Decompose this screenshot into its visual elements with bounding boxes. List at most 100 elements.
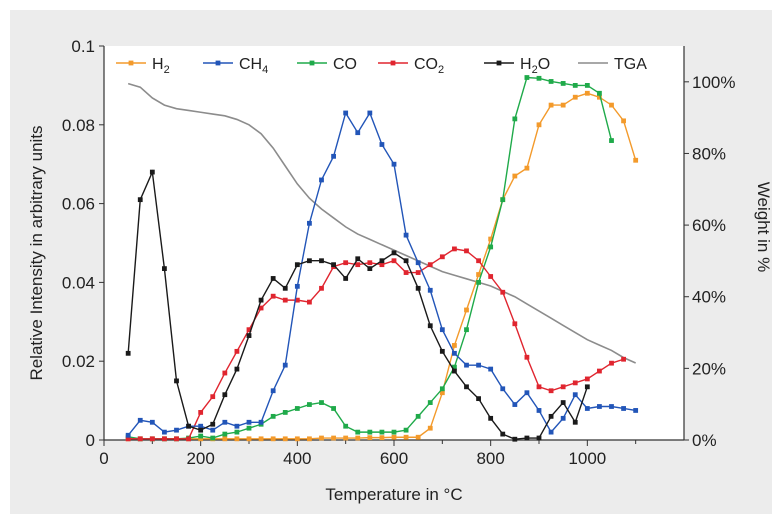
data-point bbox=[524, 165, 530, 171]
data-point bbox=[319, 400, 324, 405]
legend-label: CO bbox=[333, 56, 357, 73]
data-point bbox=[149, 169, 155, 175]
x-tick-label: 800 bbox=[476, 449, 504, 468]
data-point bbox=[367, 429, 373, 435]
legend-item-ch4: CH4 bbox=[203, 56, 268, 76]
data-point bbox=[367, 110, 373, 116]
legend-label: CH4 bbox=[239, 56, 268, 76]
data-point bbox=[560, 102, 566, 108]
data-point bbox=[536, 384, 542, 390]
data-point bbox=[572, 419, 578, 425]
data-point bbox=[343, 110, 349, 116]
data-point bbox=[403, 434, 409, 440]
data-point bbox=[548, 413, 554, 419]
data-point bbox=[307, 402, 312, 407]
data-point bbox=[403, 427, 409, 433]
data-point bbox=[307, 220, 312, 226]
plot-background bbox=[104, 46, 684, 440]
data-point bbox=[415, 413, 421, 419]
data-point bbox=[125, 436, 131, 442]
data-point bbox=[548, 102, 554, 108]
data-point bbox=[174, 378, 179, 384]
data-point bbox=[439, 390, 445, 396]
data-point bbox=[415, 270, 421, 275]
data-point bbox=[584, 406, 590, 411]
data-point bbox=[282, 362, 288, 368]
data-point bbox=[258, 297, 264, 303]
data-point bbox=[162, 266, 167, 272]
y2-tick-label: 0% bbox=[692, 431, 717, 450]
data-point bbox=[282, 410, 288, 415]
data-point bbox=[198, 427, 204, 433]
data-point bbox=[439, 254, 445, 260]
data-point bbox=[319, 435, 324, 441]
data-point bbox=[234, 436, 240, 442]
data-point bbox=[343, 276, 349, 281]
data-point bbox=[294, 297, 300, 303]
data-point bbox=[621, 406, 626, 411]
data-point bbox=[597, 368, 602, 374]
data-point bbox=[331, 435, 336, 441]
data-point bbox=[476, 272, 481, 277]
data-point bbox=[536, 75, 542, 81]
data-point bbox=[198, 436, 204, 442]
data-point bbox=[512, 436, 518, 442]
data-point bbox=[270, 436, 276, 442]
data-point bbox=[162, 436, 167, 442]
data-point bbox=[355, 262, 361, 268]
data-point bbox=[137, 197, 143, 203]
data-point bbox=[234, 423, 240, 429]
data-point bbox=[609, 360, 614, 366]
data-point bbox=[319, 258, 324, 264]
data-point bbox=[246, 419, 252, 425]
data-point bbox=[125, 350, 131, 356]
data-point bbox=[488, 274, 494, 279]
data-point bbox=[572, 380, 578, 386]
data-point bbox=[222, 436, 228, 442]
y2-tick-label: 60% bbox=[692, 216, 726, 235]
y-axis-label: Relative Intensity in arbitrary units bbox=[27, 125, 46, 380]
data-point bbox=[162, 429, 167, 435]
data-point bbox=[621, 118, 626, 124]
y2-tick-label: 40% bbox=[692, 288, 726, 307]
data-point bbox=[609, 138, 614, 143]
data-point bbox=[403, 270, 409, 275]
x-tick-label: 600 bbox=[380, 449, 408, 468]
y2-axis-label: Weight in % bbox=[754, 182, 773, 272]
data-point bbox=[476, 280, 481, 285]
data-point bbox=[524, 354, 530, 360]
data-point bbox=[512, 173, 518, 179]
y-tick-label: 0.04 bbox=[62, 273, 95, 292]
plot-area bbox=[104, 46, 684, 440]
legend-item-h2: H2 bbox=[116, 56, 170, 76]
legend-label: H2O bbox=[520, 56, 550, 76]
legend-item-co2: CO2 bbox=[378, 56, 444, 76]
x-tick-label: 1000 bbox=[568, 449, 606, 468]
data-point bbox=[560, 415, 566, 421]
y-tick-label: 0.06 bbox=[62, 195, 95, 214]
data-point bbox=[270, 276, 276, 281]
y2-tick-label: 20% bbox=[692, 359, 726, 378]
data-point bbox=[427, 323, 433, 329]
data-point bbox=[343, 423, 349, 429]
data-point bbox=[464, 248, 469, 254]
legend-swatch-marker bbox=[390, 60, 396, 66]
data-point bbox=[355, 429, 361, 435]
data-point bbox=[210, 427, 216, 433]
data-point bbox=[270, 293, 276, 299]
data-point bbox=[210, 394, 216, 400]
data-point bbox=[427, 262, 433, 268]
data-point bbox=[597, 404, 602, 409]
data-point bbox=[572, 94, 578, 100]
data-point bbox=[500, 386, 506, 392]
data-point bbox=[500, 431, 506, 437]
data-point bbox=[488, 366, 494, 372]
data-point bbox=[222, 419, 228, 425]
data-point bbox=[222, 431, 228, 437]
data-point bbox=[174, 436, 179, 442]
data-point bbox=[149, 436, 155, 442]
legend-item-h2o: H2O bbox=[484, 56, 550, 76]
y-tick-label: 0 bbox=[86, 431, 95, 450]
data-point bbox=[452, 368, 457, 374]
data-point bbox=[609, 404, 614, 409]
